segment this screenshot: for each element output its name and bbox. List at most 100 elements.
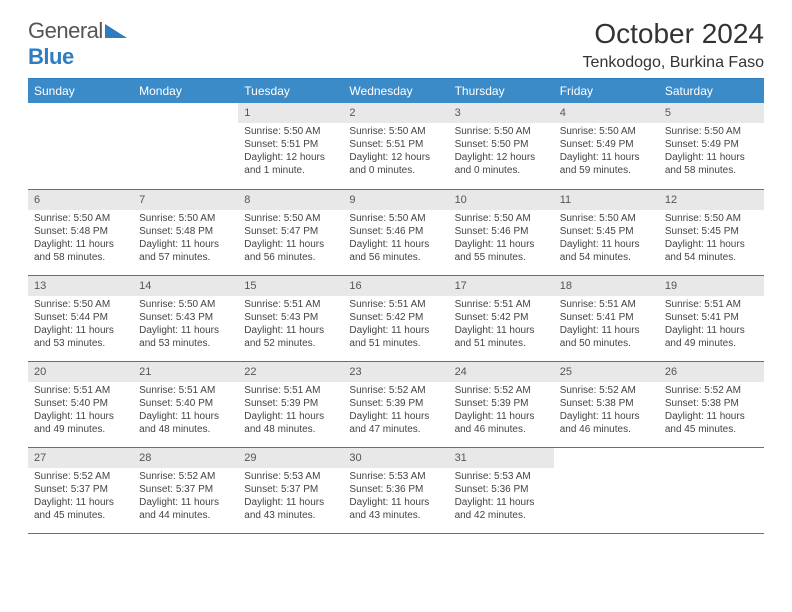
- day-number: 5: [659, 103, 764, 123]
- sunset-text: Sunset: 5:51 PM: [349, 138, 442, 151]
- day-number: 14: [133, 276, 238, 296]
- calendar-day-cell: 23Sunrise: 5:52 AMSunset: 5:39 PMDayligh…: [343, 361, 448, 447]
- calendar-day-cell: [554, 447, 659, 533]
- col-monday: Monday: [133, 79, 238, 104]
- day-details: Sunrise: 5:51 AMSunset: 5:40 PMDaylight:…: [133, 382, 238, 440]
- calendar-day-cell: 12Sunrise: 5:50 AMSunset: 5:45 PMDayligh…: [659, 189, 764, 275]
- day-number: 30: [343, 448, 448, 468]
- day-number: 16: [343, 276, 448, 296]
- sunset-text: Sunset: 5:37 PM: [139, 483, 232, 496]
- calendar-day-cell: 6Sunrise: 5:50 AMSunset: 5:48 PMDaylight…: [28, 189, 133, 275]
- day-number: 28: [133, 448, 238, 468]
- day-details: Sunrise: 5:50 AMSunset: 5:44 PMDaylight:…: [28, 296, 133, 354]
- daylight-text: Daylight: 11 hours and 58 minutes.: [665, 151, 758, 177]
- sunrise-text: Sunrise: 5:52 AM: [139, 470, 232, 483]
- sunrise-text: Sunrise: 5:51 AM: [665, 298, 758, 311]
- location-label: Tenkodogo, Burkina Faso: [583, 54, 764, 72]
- sunset-text: Sunset: 5:38 PM: [560, 397, 653, 410]
- logo-word2: Blue: [28, 44, 74, 69]
- day-number: 23: [343, 362, 448, 382]
- sunrise-text: Sunrise: 5:50 AM: [560, 125, 653, 138]
- day-details: Sunrise: 5:51 AMSunset: 5:41 PMDaylight:…: [554, 296, 659, 354]
- day-details: Sunrise: 5:50 AMSunset: 5:45 PMDaylight:…: [659, 210, 764, 268]
- day-details: Sunrise: 5:50 AMSunset: 5:49 PMDaylight:…: [659, 123, 764, 181]
- calendar-day-cell: 10Sunrise: 5:50 AMSunset: 5:46 PMDayligh…: [449, 189, 554, 275]
- calendar-day-cell: 31Sunrise: 5:53 AMSunset: 5:36 PMDayligh…: [449, 447, 554, 533]
- calendar-day-cell: 21Sunrise: 5:51 AMSunset: 5:40 PMDayligh…: [133, 361, 238, 447]
- sunset-text: Sunset: 5:40 PM: [34, 397, 127, 410]
- calendar-day-cell: 30Sunrise: 5:53 AMSunset: 5:36 PMDayligh…: [343, 447, 448, 533]
- day-number: 10: [449, 190, 554, 210]
- day-number: 19: [659, 276, 764, 296]
- calendar-day-cell: 15Sunrise: 5:51 AMSunset: 5:43 PMDayligh…: [238, 275, 343, 361]
- sunrise-text: Sunrise: 5:50 AM: [139, 298, 232, 311]
- day-number: 22: [238, 362, 343, 382]
- daylight-text: Daylight: 11 hours and 45 minutes.: [665, 410, 758, 436]
- sunrise-text: Sunrise: 5:51 AM: [455, 298, 548, 311]
- daylight-text: Daylight: 11 hours and 57 minutes.: [139, 238, 232, 264]
- col-tuesday: Tuesday: [238, 79, 343, 104]
- daylight-text: Daylight: 11 hours and 51 minutes.: [455, 324, 548, 350]
- daylight-text: Daylight: 11 hours and 56 minutes.: [244, 238, 337, 264]
- daylight-text: Daylight: 11 hours and 43 minutes.: [349, 496, 442, 522]
- daylight-text: Daylight: 11 hours and 51 minutes.: [349, 324, 442, 350]
- day-details: Sunrise: 5:51 AMSunset: 5:43 PMDaylight:…: [238, 296, 343, 354]
- daylight-text: Daylight: 12 hours and 0 minutes.: [455, 151, 548, 177]
- sunrise-text: Sunrise: 5:51 AM: [139, 384, 232, 397]
- calendar-day-cell: [28, 103, 133, 189]
- calendar-day-cell: 8Sunrise: 5:50 AMSunset: 5:47 PMDaylight…: [238, 189, 343, 275]
- daylight-text: Daylight: 11 hours and 53 minutes.: [34, 324, 127, 350]
- sunset-text: Sunset: 5:46 PM: [349, 225, 442, 238]
- sunrise-text: Sunrise: 5:51 AM: [349, 298, 442, 311]
- daylight-text: Daylight: 11 hours and 42 minutes.: [455, 496, 548, 522]
- day-details: Sunrise: 5:50 AMSunset: 5:46 PMDaylight:…: [343, 210, 448, 268]
- calendar-day-cell: [659, 447, 764, 533]
- sunset-text: Sunset: 5:42 PM: [349, 311, 442, 324]
- day-number: 31: [449, 448, 554, 468]
- day-details: Sunrise: 5:52 AMSunset: 5:37 PMDaylight:…: [133, 468, 238, 526]
- sunset-text: Sunset: 5:46 PM: [455, 225, 548, 238]
- sunset-text: Sunset: 5:43 PM: [244, 311, 337, 324]
- calendar-day-cell: 3Sunrise: 5:50 AMSunset: 5:50 PMDaylight…: [449, 103, 554, 189]
- day-details: Sunrise: 5:50 AMSunset: 5:50 PMDaylight:…: [449, 123, 554, 181]
- daylight-text: Daylight: 11 hours and 55 minutes.: [455, 238, 548, 264]
- day-details: Sunrise: 5:51 AMSunset: 5:41 PMDaylight:…: [659, 296, 764, 354]
- day-number: 4: [554, 103, 659, 123]
- calendar-day-cell: 20Sunrise: 5:51 AMSunset: 5:40 PMDayligh…: [28, 361, 133, 447]
- sunrise-text: Sunrise: 5:50 AM: [34, 298, 127, 311]
- day-number: 11: [554, 190, 659, 210]
- day-details: Sunrise: 5:52 AMSunset: 5:39 PMDaylight:…: [449, 382, 554, 440]
- calendar-day-cell: 27Sunrise: 5:52 AMSunset: 5:37 PMDayligh…: [28, 447, 133, 533]
- sunrise-text: Sunrise: 5:50 AM: [349, 212, 442, 225]
- calendar-body: 1Sunrise: 5:50 AMSunset: 5:51 PMDaylight…: [28, 103, 764, 533]
- day-details: Sunrise: 5:53 AMSunset: 5:37 PMDaylight:…: [238, 468, 343, 526]
- day-details: Sunrise: 5:50 AMSunset: 5:43 PMDaylight:…: [133, 296, 238, 354]
- daylight-text: Daylight: 11 hours and 54 minutes.: [560, 238, 653, 264]
- daylight-text: Daylight: 11 hours and 48 minutes.: [139, 410, 232, 436]
- sunrise-text: Sunrise: 5:53 AM: [349, 470, 442, 483]
- calendar-day-cell: 14Sunrise: 5:50 AMSunset: 5:43 PMDayligh…: [133, 275, 238, 361]
- sunset-text: Sunset: 5:39 PM: [244, 397, 337, 410]
- sunset-text: Sunset: 5:37 PM: [34, 483, 127, 496]
- sunrise-text: Sunrise: 5:52 AM: [349, 384, 442, 397]
- day-number: 29: [238, 448, 343, 468]
- calendar-day-cell: 24Sunrise: 5:52 AMSunset: 5:39 PMDayligh…: [449, 361, 554, 447]
- daylight-text: Daylight: 11 hours and 46 minutes.: [560, 410, 653, 436]
- col-sunday: Sunday: [28, 79, 133, 104]
- day-number: 17: [449, 276, 554, 296]
- calendar-table: Sunday Monday Tuesday Wednesday Thursday…: [28, 78, 764, 534]
- calendar-day-cell: 28Sunrise: 5:52 AMSunset: 5:37 PMDayligh…: [133, 447, 238, 533]
- sunset-text: Sunset: 5:41 PM: [560, 311, 653, 324]
- title-block: October 2024 Tenkodogo, Burkina Faso: [583, 18, 764, 72]
- sunset-text: Sunset: 5:39 PM: [455, 397, 548, 410]
- sunrise-text: Sunrise: 5:51 AM: [244, 298, 337, 311]
- sunrise-text: Sunrise: 5:52 AM: [34, 470, 127, 483]
- sunrise-text: Sunrise: 5:51 AM: [244, 384, 337, 397]
- daylight-text: Daylight: 11 hours and 48 minutes.: [244, 410, 337, 436]
- daylight-text: Daylight: 11 hours and 49 minutes.: [665, 324, 758, 350]
- calendar-day-cell: 13Sunrise: 5:50 AMSunset: 5:44 PMDayligh…: [28, 275, 133, 361]
- daylight-text: Daylight: 11 hours and 56 minutes.: [349, 238, 442, 264]
- day-details: Sunrise: 5:50 AMSunset: 5:51 PMDaylight:…: [343, 123, 448, 181]
- sunrise-text: Sunrise: 5:50 AM: [665, 212, 758, 225]
- sunset-text: Sunset: 5:38 PM: [665, 397, 758, 410]
